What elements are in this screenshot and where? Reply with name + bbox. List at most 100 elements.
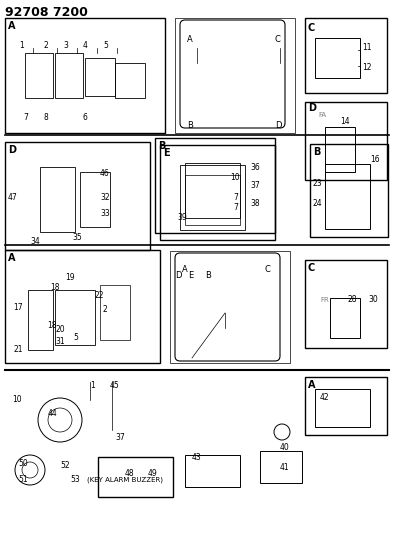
Text: 32: 32 — [100, 192, 110, 201]
Text: 44: 44 — [48, 408, 58, 417]
Text: 10: 10 — [12, 395, 22, 405]
Bar — [185, 163, 240, 218]
Text: 28: 28 — [348, 295, 357, 304]
Text: C: C — [308, 23, 315, 33]
Text: 17: 17 — [13, 303, 22, 312]
Bar — [5, 250, 160, 363]
Text: 34: 34 — [30, 238, 40, 246]
Text: 41: 41 — [280, 464, 290, 472]
Text: 43: 43 — [192, 454, 202, 463]
Text: 3: 3 — [63, 42, 68, 51]
Text: C: C — [308, 263, 315, 273]
Bar — [25, 53, 53, 98]
Text: 31: 31 — [55, 337, 65, 346]
Text: 5: 5 — [73, 334, 78, 343]
Text: C: C — [265, 265, 271, 274]
Text: 22: 22 — [95, 290, 104, 300]
Text: B: B — [205, 271, 211, 280]
Text: D: D — [175, 271, 182, 280]
Text: 47: 47 — [8, 192, 18, 201]
Text: A: A — [308, 380, 316, 390]
Text: D: D — [308, 103, 316, 113]
Bar — [305, 18, 387, 93]
Text: 16: 16 — [370, 156, 380, 165]
Bar — [185, 175, 240, 225]
Text: B: B — [313, 147, 320, 157]
Text: 10: 10 — [230, 174, 240, 182]
Text: 7: 7 — [233, 204, 238, 213]
Bar — [305, 102, 387, 180]
Text: 12: 12 — [362, 63, 372, 72]
Bar — [40, 167, 75, 232]
Bar — [55, 290, 95, 345]
Bar — [5, 142, 150, 250]
Text: 49: 49 — [148, 469, 158, 478]
Bar — [155, 138, 275, 233]
Bar — [5, 18, 165, 133]
Text: 37: 37 — [250, 181, 260, 190]
Bar — [325, 164, 370, 229]
Text: 46: 46 — [100, 169, 110, 179]
Text: 30: 30 — [368, 295, 378, 304]
Bar — [315, 389, 370, 427]
Text: 37: 37 — [115, 433, 125, 442]
Bar — [310, 144, 388, 237]
Text: 39: 39 — [177, 213, 187, 222]
Text: 45: 45 — [110, 382, 120, 391]
Bar — [100, 285, 130, 340]
Text: 14: 14 — [340, 117, 349, 126]
Bar — [160, 145, 275, 240]
Text: 4: 4 — [83, 42, 88, 51]
Bar — [85, 58, 115, 96]
Text: 7: 7 — [23, 114, 28, 123]
Text: 42: 42 — [320, 393, 330, 402]
Bar — [170, 251, 290, 363]
Text: 6: 6 — [83, 114, 88, 123]
Text: 53: 53 — [70, 475, 80, 484]
Bar — [305, 260, 387, 348]
Text: 2: 2 — [103, 305, 108, 314]
Bar — [185, 455, 240, 487]
Bar — [28, 290, 53, 350]
Text: 36: 36 — [250, 163, 260, 172]
Text: 48: 48 — [125, 469, 135, 478]
Text: 1: 1 — [19, 42, 24, 51]
Text: D: D — [275, 122, 281, 131]
Bar — [260, 451, 302, 483]
Text: 8: 8 — [43, 114, 48, 123]
Bar — [80, 172, 110, 227]
Text: 2: 2 — [43, 42, 48, 51]
Text: 51: 51 — [18, 475, 28, 484]
Text: 35: 35 — [72, 232, 82, 241]
Bar — [315, 38, 360, 78]
Text: 21: 21 — [13, 345, 22, 354]
Bar — [180, 165, 245, 230]
Text: FR: FR — [320, 297, 329, 303]
Text: E: E — [163, 148, 170, 158]
Text: 11: 11 — [362, 44, 372, 52]
Text: 1: 1 — [90, 382, 95, 391]
Bar — [175, 18, 295, 133]
Text: 50: 50 — [18, 458, 28, 467]
Text: A: A — [182, 265, 188, 274]
Text: 19: 19 — [65, 273, 74, 282]
Text: 92708 7200: 92708 7200 — [5, 5, 88, 19]
Text: FA: FA — [318, 112, 326, 118]
Bar — [55, 53, 83, 98]
Text: D: D — [8, 145, 16, 155]
Text: A: A — [187, 36, 193, 44]
Text: 20: 20 — [55, 326, 65, 335]
Text: 18: 18 — [50, 284, 59, 293]
Text: 52: 52 — [60, 461, 70, 470]
Text: E: E — [188, 271, 193, 280]
Text: 7: 7 — [233, 192, 238, 201]
Bar — [98, 457, 173, 497]
Text: 5: 5 — [103, 42, 108, 51]
Bar — [325, 127, 355, 172]
Text: 18: 18 — [47, 320, 56, 329]
Text: 38: 38 — [250, 198, 260, 207]
Text: 40: 40 — [280, 443, 290, 453]
Text: A: A — [8, 253, 15, 263]
Text: B: B — [158, 141, 165, 151]
Text: (KEY ALARM BUZZER): (KEY ALARM BUZZER) — [87, 477, 163, 483]
